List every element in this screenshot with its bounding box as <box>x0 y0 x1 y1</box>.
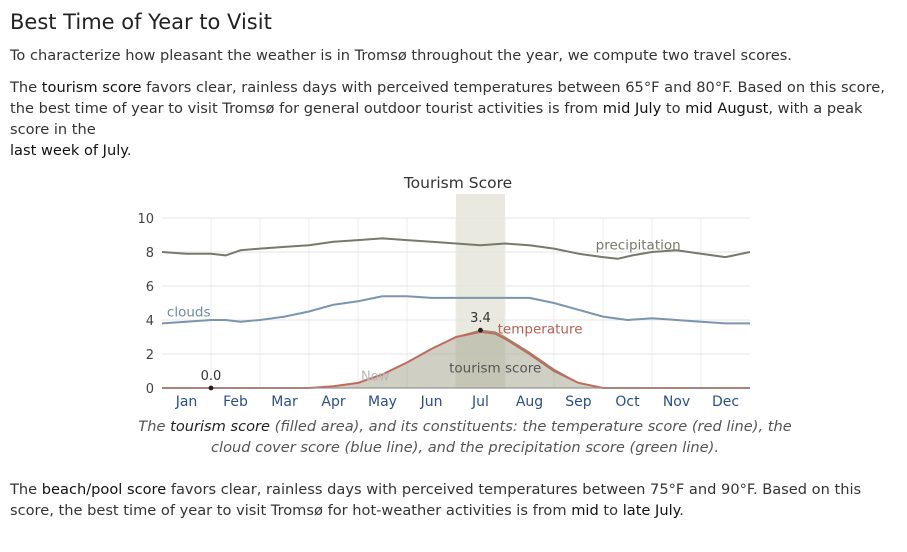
x-tick-label: Jan <box>175 394 198 410</box>
end-period: late July <box>623 502 680 519</box>
chart-title: Tourism Score <box>403 174 512 192</box>
text: The <box>10 481 42 498</box>
x-tick-label: Nov <box>663 394 690 410</box>
text: . <box>127 142 132 159</box>
beach-score-term: beach/pool score <box>42 481 166 498</box>
beach-paragraph: The beach/pool score favors clear, rainl… <box>10 479 900 521</box>
annotation-label: 3.4 <box>470 311 491 326</box>
x-tick-label: Aug <box>516 394 543 410</box>
text: The <box>138 418 170 435</box>
annotation-label: 0.0 <box>201 369 222 384</box>
text: to <box>661 100 685 117</box>
y-tick-label: 10 <box>137 212 154 227</box>
tourism-score-chart: 0 2 4 6 8 10 Tourism Score precipitation clouds t… <box>0 160 907 416</box>
chart-caption: The tourism score (filled area), and its… <box>120 416 810 458</box>
text: to <box>599 502 623 519</box>
text: . <box>679 502 684 519</box>
x-tick-label: Jul <box>471 394 489 410</box>
tourism-score-area <box>162 330 750 388</box>
tourism-score-term: tourism score <box>42 79 142 96</box>
y-tick-label: 4 <box>146 314 154 329</box>
page-title: Best Time of Year to Visit <box>10 10 272 34</box>
x-tick-label: Jun <box>420 394 443 410</box>
annotation-point <box>478 328 483 333</box>
x-tick-label: Apr <box>321 394 345 410</box>
start-period: mid July <box>603 100 661 117</box>
x-tick-label: Oct <box>615 394 640 410</box>
tourism-score-label: tourism score <box>449 361 541 377</box>
tourism-score-term: tourism score <box>170 418 270 435</box>
text: The <box>10 79 42 96</box>
y-tick-label: 2 <box>146 348 154 363</box>
annotation-point <box>209 386 214 391</box>
text: (filled area), and its constituents: the… <box>211 418 792 456</box>
clouds-label: clouds <box>167 305 211 321</box>
y-tick-label: 6 <box>146 280 154 295</box>
y-tick-label: 8 <box>146 246 154 261</box>
end-period: mid August <box>685 100 768 117</box>
y-tick-label: 0 <box>146 382 154 397</box>
intro-paragraph: To characterize how pleasant the weather… <box>10 45 900 66</box>
x-tick-label: May <box>368 394 397 410</box>
x-tick-label: Dec <box>712 394 739 410</box>
start-period: mid <box>571 502 599 519</box>
x-tick-label: Feb <box>223 394 248 410</box>
temperature-label: temperature <box>498 322 583 338</box>
now-marker-label: Now <box>361 369 390 384</box>
x-tick-label: Sep <box>565 394 592 410</box>
peak-period: last week of July <box>10 142 127 159</box>
tourism-paragraph: The tourism score favors clear, rainless… <box>10 77 900 161</box>
x-tick-label: Mar <box>271 394 298 410</box>
precipitation-label: precipitation <box>596 237 681 253</box>
